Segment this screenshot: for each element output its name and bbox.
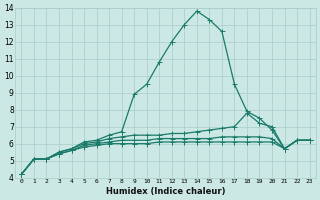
- X-axis label: Humidex (Indice chaleur): Humidex (Indice chaleur): [106, 187, 225, 196]
